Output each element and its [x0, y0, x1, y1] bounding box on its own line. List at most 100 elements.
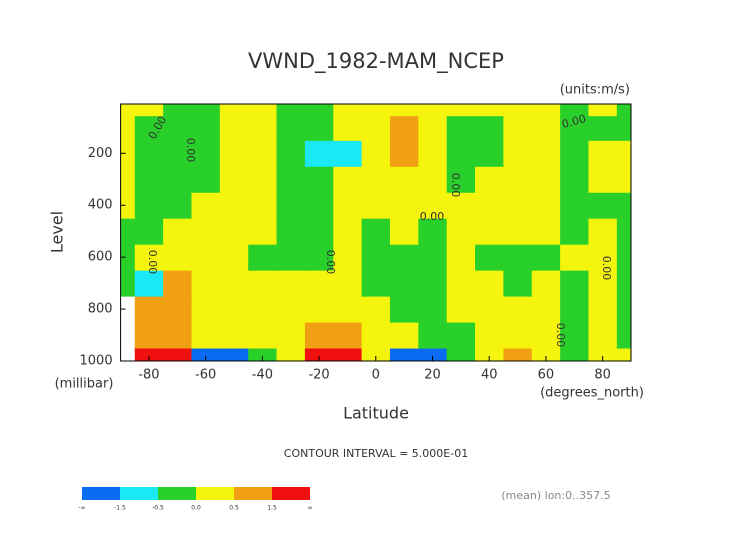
contour-cell: [389, 244, 419, 271]
contour-label: 0.00: [600, 256, 613, 281]
contour-cell: [248, 270, 278, 297]
contour-cell: [276, 244, 306, 271]
contour-cell: [475, 218, 504, 245]
contour-cell: [503, 166, 533, 193]
contour-cell: [588, 244, 618, 271]
contour-cell: [475, 192, 504, 219]
contour-cell: [163, 296, 192, 323]
contour-cell: [446, 140, 476, 167]
contour-cell: [531, 115, 561, 141]
contour-cell: [333, 166, 363, 193]
contour-cell: [475, 270, 504, 297]
colorbar-label: ∞: [308, 505, 313, 512]
contour-cell: [134, 348, 164, 362]
contour-cell: [191, 322, 221, 349]
contour-cell: [304, 244, 334, 271]
contour-label: 0.00: [560, 112, 587, 131]
contour-cell: [276, 348, 306, 362]
contour-cell: [304, 115, 334, 141]
contour-cell: [219, 192, 249, 219]
contour-cell: [588, 270, 618, 297]
contour-cell: [475, 140, 504, 167]
contour-cell: [560, 270, 589, 297]
contour-cell: [418, 218, 448, 245]
contour-cell: [616, 104, 632, 117]
contour-cell: [191, 270, 221, 297]
contour-cell: [361, 218, 391, 245]
contour-cell: [163, 104, 192, 117]
x-tick-label: 20: [424, 368, 441, 383]
contour-cell: [134, 244, 164, 271]
contour-cell: [616, 322, 632, 349]
contour-cell: [163, 270, 192, 297]
contour-label: 0.00: [324, 250, 337, 275]
contour-cell: [389, 166, 419, 193]
contour-cell: [120, 192, 136, 219]
contour-cell: [120, 244, 136, 271]
contour-cell: [333, 270, 363, 297]
contour-cell: [219, 115, 249, 141]
contour-cell: [276, 218, 306, 245]
mean-note: (mean) lon:0..357.5: [501, 489, 610, 502]
contour-cell: [219, 140, 249, 167]
contour-cell: [588, 348, 618, 362]
contour-cell: [560, 115, 589, 141]
contour-cell: [361, 244, 391, 271]
contour-cell: [248, 296, 278, 323]
contour-cell: [361, 322, 391, 349]
contour-cell: [276, 115, 306, 141]
y-tick-label: 1000: [80, 354, 113, 369]
x-axis-units: (degrees_north): [540, 386, 644, 401]
contour-cell: [475, 348, 504, 362]
contour-label: 0.00: [146, 250, 159, 275]
colorbar-label: 0.0: [191, 505, 201, 512]
contour-cell: [304, 192, 334, 219]
contour-cell: [361, 270, 391, 297]
contour-cell: [475, 104, 504, 117]
contour-cell: [248, 244, 278, 271]
contour-cell: [418, 270, 448, 297]
contour-cell: [389, 140, 419, 167]
contour-cell: [120, 166, 136, 193]
contour-cell: [248, 348, 278, 362]
contour-cell: [446, 104, 476, 117]
contour-cell: [120, 270, 136, 297]
contour-cell: [134, 140, 164, 167]
contour-cell: [389, 296, 419, 323]
contour-cell: [531, 192, 561, 219]
contour-cell: [531, 296, 561, 323]
contour-cell: [163, 322, 192, 349]
contour-cell: [446, 322, 476, 349]
contour-cell: [248, 166, 278, 193]
contour-cell: [503, 270, 533, 297]
contour-cell: [333, 104, 363, 117]
chart-title: VWND_1982-MAM_NCEP: [248, 49, 504, 74]
contour-cell: [304, 140, 334, 167]
contour-cell: [531, 244, 561, 271]
contour-cell: [588, 104, 618, 117]
contour-cell: [333, 322, 363, 349]
contour-label: 0.00: [449, 173, 462, 198]
contour-cell: [333, 115, 363, 141]
contour-cell: [418, 115, 448, 141]
contour-cell: [134, 218, 164, 245]
contour-cell: [389, 115, 419, 141]
colorbar-box: [82, 487, 120, 500]
contour-cell: [276, 296, 306, 323]
contour-cell: [248, 115, 278, 141]
contour-cell: [276, 140, 306, 167]
contour-cell: [361, 140, 391, 167]
contour-cell: [163, 218, 192, 245]
contour-label: 0.00: [554, 323, 567, 348]
contour-cell: [503, 322, 533, 349]
contour-cell: [531, 270, 561, 297]
contour-cell: [560, 322, 589, 349]
contour-cell: [418, 140, 448, 167]
contour-cell: [304, 218, 334, 245]
contour-cell: [276, 166, 306, 193]
contour-cell: [446, 166, 476, 193]
contour-cell: [120, 104, 136, 117]
contour-cell: [361, 296, 391, 323]
x-tick-label: 40: [481, 368, 498, 383]
x-axis-label: Latitude: [343, 404, 409, 423]
